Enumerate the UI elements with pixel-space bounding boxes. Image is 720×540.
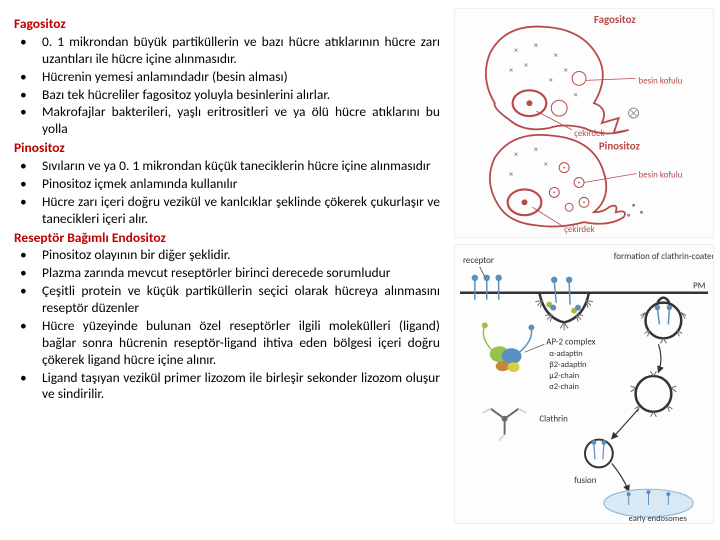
label-ap2: AP-2 complex [546,336,595,347]
bullet: •Hücrenin yemesi anlamındadır (besin alm… [14,69,440,86]
bullet: •Pinositoz içmek anlamında kullanılır [14,176,440,193]
bullet: •Sıvıların ve ya 0. 1 mikrondan küçük ta… [14,158,440,175]
heading-fagositoz: Fagositoz [14,16,440,33]
label-mu: μ2-chain [549,371,579,381]
label-fagositoz: Fagositoz [594,13,636,26]
label-cekirdek-2: çekirdek [564,225,594,235]
diagram-phago-pino: Fagositoz besin kofulu çekirdek [454,8,714,238]
label-alpha: α-adaptin [549,349,582,359]
clathrin-legend [483,409,527,441]
label-receptor: receptor [463,255,494,266]
label-formation: formation of clathrin-coated vesicles [614,251,713,262]
label-cekirdek-1: çekirdek [574,129,604,139]
label-pinositoz: Pinositoz [599,140,641,153]
label-sigma: σ2-chain [549,382,579,392]
heading-reseptor: Reseptör Bağımlı Endositoz [14,230,440,247]
bullet: •Bazı tek hücreliler fagositoz yoluyla b… [14,87,440,104]
bullet: •Pinositoz olayının bir diğer şeklidir. [14,247,440,264]
fagositoz-cell [486,27,639,134]
label-fusion: fusion [574,475,597,486]
bullet: •Plazma zarında mevcut reseptörler birin… [14,265,440,282]
heading-pinositoz: Pinositoz [14,140,440,157]
label-besin-kofulu: besin kofulu [639,76,683,86]
label-besin-kofulu-2: besin kofulu [639,171,683,181]
receptor-svg: receptor formation of clathrin-coated ve… [455,245,713,523]
text-column: Fagositoz •0. 1 mikrondan büyük partikül… [0,0,450,540]
label-early-endosomes: early endosomes [629,514,688,523]
bullet: •Makrofajlar bakterileri, yaşlı eritrosi… [14,104,440,138]
diagram-column: Fagositoz besin kofulu çekirdek [450,0,720,540]
bullet: •Hücre zarı içeri doğru vezikül ve kanlc… [14,194,440,228]
section-fagositoz: Fagositoz •0. 1 mikrondan büyük partikül… [14,16,440,138]
cell-diagram-svg: Fagositoz besin kofulu çekirdek [455,9,713,237]
section-reseptor: Reseptör Bağımlı Endositoz •Pinositoz ol… [14,230,440,404]
label-clathrin: Clathrin [539,414,568,425]
ap2-legend [482,322,535,372]
receptors [472,275,501,299]
diagram-receptor-endocytosis: receptor formation of clathrin-coated ve… [454,244,714,524]
label-pm: PM [693,281,705,292]
bullet: •Ligand taşıyan vezikül primer lizozom i… [14,370,440,404]
label-beta: β2-adaptin [549,360,586,370]
bullet: •0. 1 mikrondan büyük partiküllerin ve b… [14,34,440,68]
bullet: •Çeşitli protein ve küçük partiküllerin … [14,283,440,317]
bullet: •Hücre yüzeyinde bulunan özel reseptörle… [14,318,440,369]
section-pinositoz: Pinositoz •Sıvıların ve ya 0. 1 mikronda… [14,140,440,227]
